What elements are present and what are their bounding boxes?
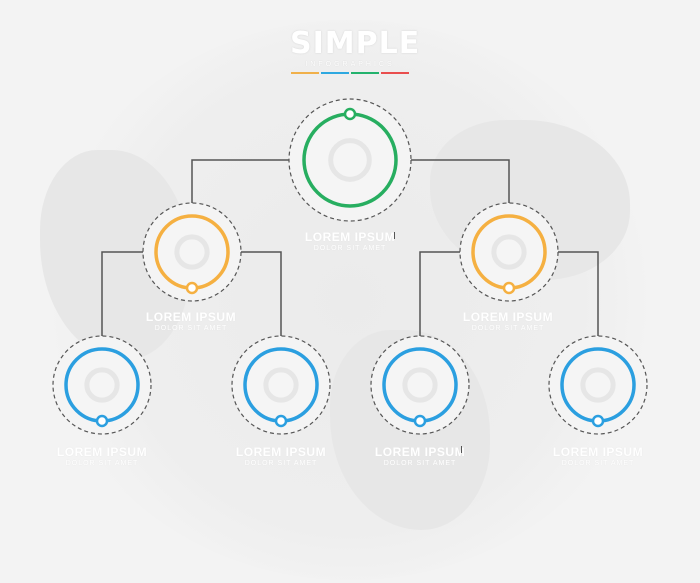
- connector-line: [191, 159, 289, 203]
- logo-bar: [321, 72, 349, 74]
- logo-subtitle: INFOGRAPHICS: [305, 61, 395, 68]
- wrench-icon: [84, 367, 120, 403]
- connector-line: [101, 251, 143, 336]
- node-dot: [185, 281, 199, 295]
- logo-color-bars: [290, 72, 410, 74]
- clock-icon: [580, 367, 616, 403]
- node-dot: [95, 414, 109, 428]
- node-subtitle: DOLOR SIT AMET: [471, 325, 545, 332]
- node-title: LOREM IPSUM: [235, 445, 327, 459]
- logo: SIMPLE INFOGRAPHICS: [290, 26, 421, 76]
- node-dot: [274, 414, 288, 428]
- flag-icon: [328, 138, 372, 182]
- node-label-root: LOREM IPSUM DOLOR SIT AMET: [270, 230, 430, 252]
- node-label-leaf-2: LOREM IPSUM DOLOR SIT AMET: [201, 445, 361, 467]
- node-dot: [591, 414, 605, 428]
- node-title: LOREM IPSUM: [552, 445, 644, 459]
- connector-line: [411, 159, 510, 203]
- logo-title: SIMPLE: [290, 26, 421, 61]
- logo-bar: [351, 72, 379, 74]
- node-ring-leaf-3: [382, 347, 458, 423]
- node-ring-root: [302, 112, 398, 208]
- node-dot: [343, 107, 357, 121]
- node-dot: [502, 281, 516, 295]
- node-label-leaf-1: LOREM IPSUM DOLOR SIT AMET: [22, 445, 182, 467]
- text-cursor-mark: [461, 446, 462, 453]
- logo-bar: [291, 72, 319, 74]
- node-ring-leaf-2: [243, 347, 319, 423]
- node-subtitle: DOLOR SIT AMET: [561, 460, 635, 467]
- target-icon: [402, 367, 438, 403]
- text-cursor-mark: [394, 232, 395, 239]
- node-label-leaf-3: LOREM IPSUM DOLOR SIT AMET: [340, 445, 500, 467]
- node-subtitle: DOLOR SIT AMET: [65, 460, 139, 467]
- connector-line: [419, 251, 460, 336]
- node-title: LOREM IPSUM: [462, 310, 554, 324]
- node-label-mid-right: LOREM IPSUM DOLOR SIT AMET: [428, 310, 588, 332]
- node-dot: [413, 414, 427, 428]
- node-title: LOREM IPSUM: [145, 310, 237, 324]
- node-title: LOREM IPSUM: [374, 445, 466, 459]
- node-ring-leaf-4: [560, 347, 636, 423]
- search-icon: [263, 367, 299, 403]
- node-title: LOREM IPSUM: [56, 445, 148, 459]
- node-subtitle: DOLOR SIT AMET: [313, 245, 387, 252]
- node-subtitle: DOLOR SIT AMET: [244, 460, 318, 467]
- node-ring-mid-right: [471, 214, 547, 290]
- node-ring-mid-left: [154, 214, 230, 290]
- logo-bar: [381, 72, 409, 74]
- node-ring-leaf-1: [64, 347, 140, 423]
- node-label-mid-left: LOREM IPSUM DOLOR SIT AMET: [111, 310, 271, 332]
- node-title: LOREM IPSUM: [304, 230, 396, 244]
- node-subtitle: DOLOR SIT AMET: [383, 460, 457, 467]
- connector-line: [558, 251, 599, 336]
- node-subtitle: DOLOR SIT AMET: [154, 325, 228, 332]
- gear-icon: [174, 234, 210, 270]
- node-label-leaf-4: LOREM IPSUM DOLOR SIT AMET: [518, 445, 678, 467]
- cloud-icon: [491, 234, 527, 270]
- connector-line: [241, 251, 282, 336]
